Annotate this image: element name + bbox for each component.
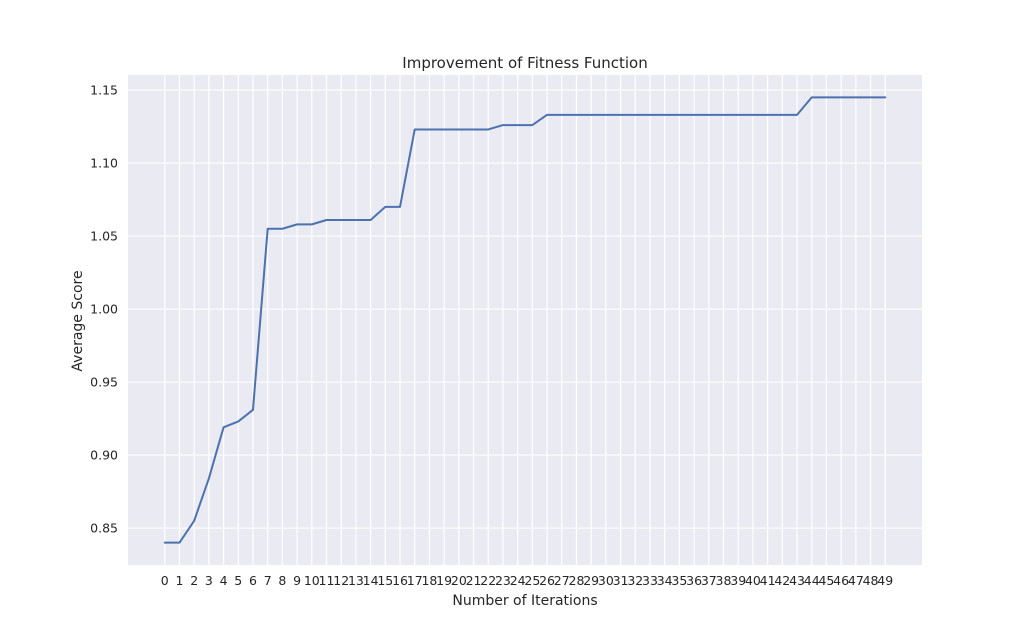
x-tick-label: 46 [833,573,849,588]
x-tick-label: 18 [421,573,437,588]
x-tick-label: 49 [877,573,893,588]
x-tick-label: 31 [613,573,629,588]
x-tick-label: 34 [657,573,673,588]
x-tick-label: 37 [701,573,717,588]
x-axis-label: Number of Iterations [452,593,597,609]
x-tick-label: 33 [642,573,658,588]
x-tick-label: 9 [293,573,301,588]
x-tick-label: 5 [234,573,242,588]
x-tick-label: 45 [818,573,834,588]
x-tick-label: 10 [304,573,320,588]
x-tick-label: 22 [480,573,496,588]
x-tick-label: 32 [627,573,643,588]
x-tick-label: 29 [583,573,599,588]
x-tick-label: 38 [716,573,732,588]
x-tick-label: 30 [598,573,614,588]
x-tick-label: 11 [319,573,335,588]
x-tick-label: 40 [745,573,761,588]
y-tick-label: 0.85 [90,521,118,536]
y-tick-label: 0.95 [90,375,118,390]
y-tick-label: 1.10 [90,156,118,171]
x-tick-label: 48 [863,573,879,588]
x-tick-label: 13 [348,573,364,588]
y-axis-label: Average Score [70,270,86,371]
x-tick-label: 26 [539,573,555,588]
x-tick-label: 21 [466,573,482,588]
x-tick-label: 6 [249,573,257,588]
x-tick-label: 44 [804,573,820,588]
x-tick-label: 41 [760,573,776,588]
x-tick-label: 0 [161,573,169,588]
x-tick-label: 1 [175,573,183,588]
x-tick-label: 17 [407,573,423,588]
x-tick-label: 8 [278,573,286,588]
x-tick-label: 20 [451,573,467,588]
x-tick-label: 43 [789,573,805,588]
x-tick-label: 2 [190,573,198,588]
x-tick-label: 47 [848,573,864,588]
x-tick-label: 39 [730,573,746,588]
x-tick-label: 42 [774,573,790,588]
x-tick-label: 19 [436,573,452,588]
y-tick-label: 1.05 [90,229,118,244]
y-tick-labels: 0.85 0.90 0.95 1.00 1.05 1.10 1.15 [90,83,118,536]
x-tick-label: 4 [220,573,228,588]
x-tick-label: 28 [569,573,585,588]
x-tick-label: 12 [333,573,349,588]
x-tick-label: 27 [554,573,570,588]
x-tick-label: 36 [686,573,702,588]
x-tick-label: 7 [264,573,272,588]
x-tick-label: 25 [524,573,540,588]
y-tick-label: 1.15 [90,83,118,98]
y-tick-label: 0.90 [90,448,118,463]
plot-background [128,75,922,565]
x-tick-label: 15 [377,573,393,588]
x-tick-label: 23 [495,573,511,588]
y-tick-label: 1.00 [90,302,118,317]
x-tick-label: 24 [510,573,526,588]
chart-title: Improvement of Fitness Function [402,54,647,72]
x-tick-label: 14 [363,573,379,588]
x-tick-label: 16 [392,573,408,588]
x-tick-label: 35 [671,573,687,588]
x-tick-label: 3 [205,573,213,588]
